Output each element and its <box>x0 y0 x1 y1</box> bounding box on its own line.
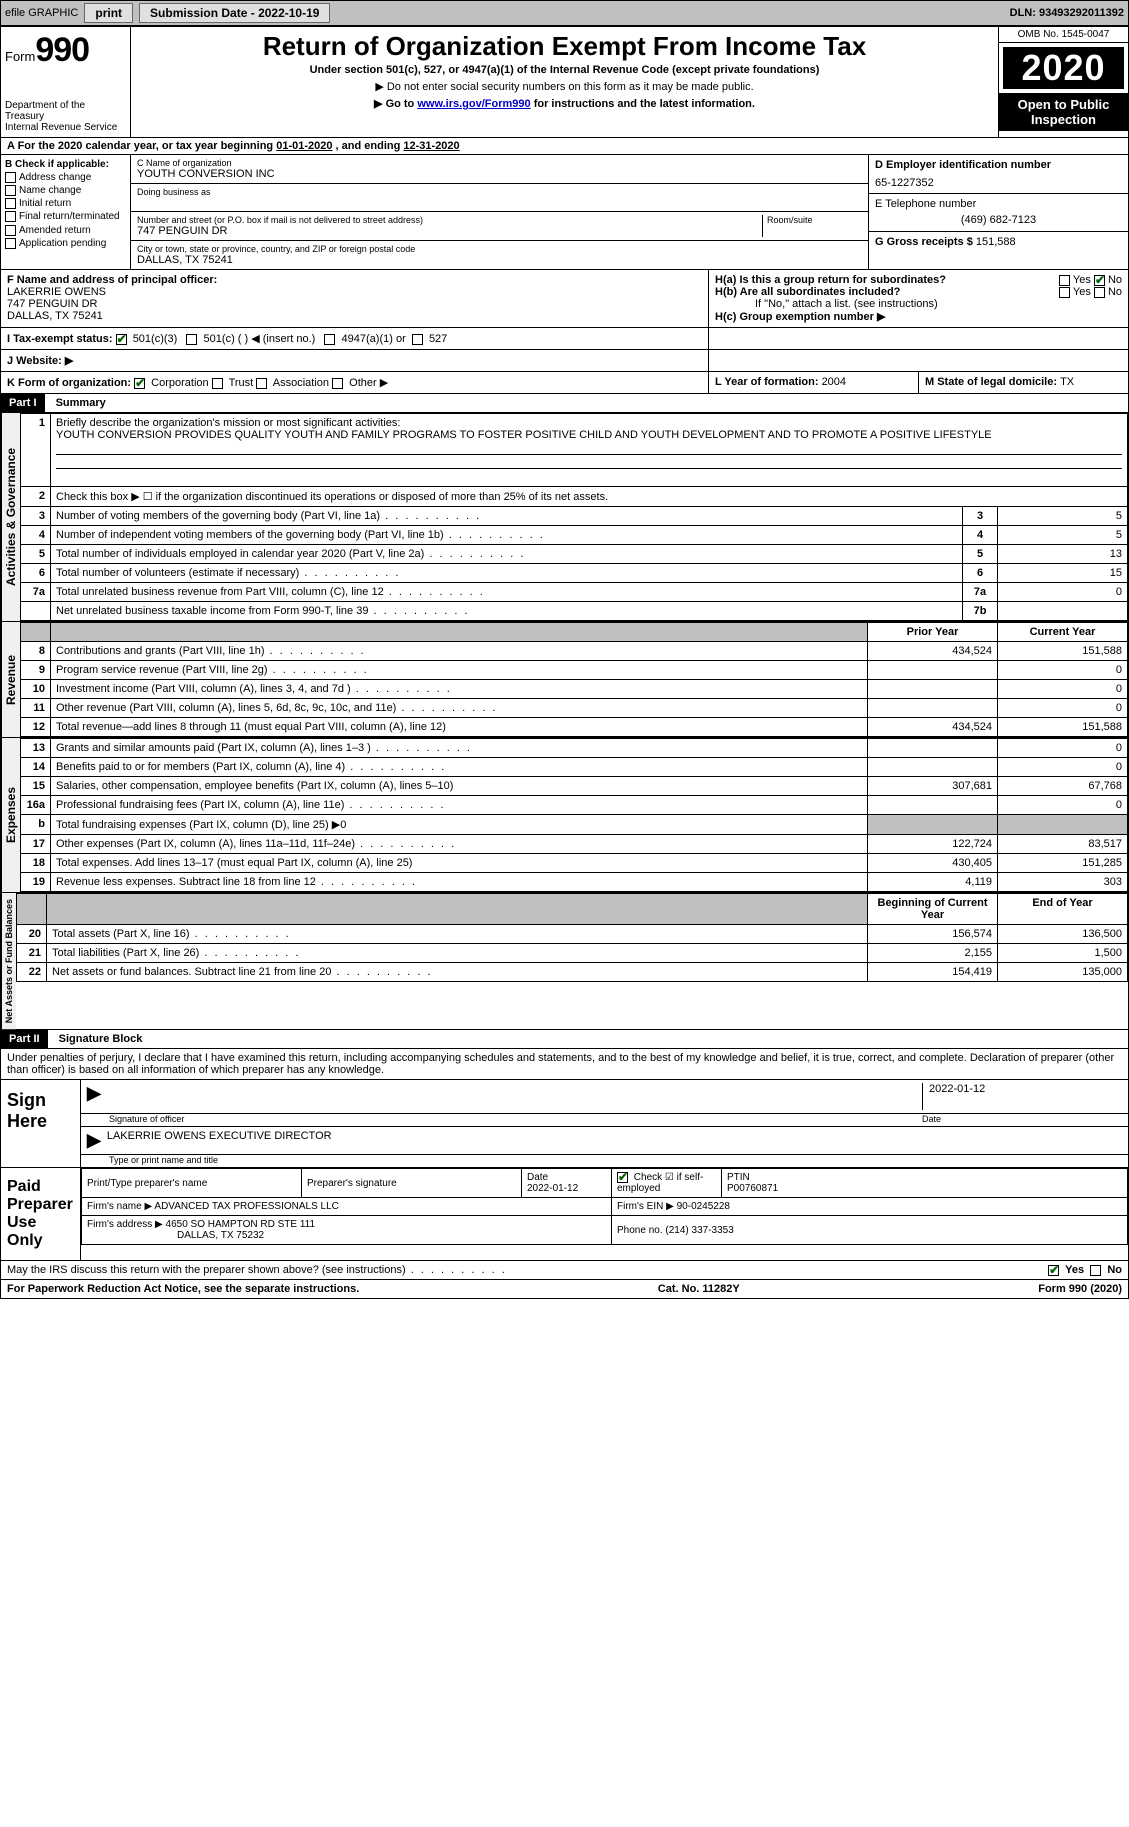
row-f-h: F Name and address of principal officer:… <box>0 270 1129 328</box>
governance-table: 1 Briefly describe the organization's mi… <box>20 413 1128 621</box>
cb-hb-yes[interactable] <box>1059 287 1070 298</box>
link-line: ▶ Go to www.irs.gov/Form990 for instruct… <box>141 97 988 110</box>
section-revenue: Revenue Prior YearCurrent Year 8Contribu… <box>0 622 1129 738</box>
expenses-table: 13Grants and similar amounts paid (Part … <box>20 738 1128 892</box>
officer-name: LAKERRIE OWENS <box>7 286 106 298</box>
officer-printed-name: LAKERRIE OWENS EXECUTIVE DIRECTOR <box>107 1130 332 1151</box>
side-netassets: Net Assets or Fund Balances <box>1 893 16 1029</box>
cb-527[interactable] <box>412 334 423 345</box>
part2-header: Part II Signature Block <box>0 1030 1129 1049</box>
preparer-phone: (214) 337-3353 <box>665 1225 733 1236</box>
sign-here-block: Sign Here ▶ 2022-01-12 Signature of offi… <box>0 1080 1129 1168</box>
cb-trust[interactable] <box>212 378 223 389</box>
cb-self-employed[interactable] <box>617 1172 628 1183</box>
cb-hb-no[interactable] <box>1094 287 1105 298</box>
cb-other[interactable] <box>332 378 343 389</box>
irs-link[interactable]: www.irs.gov/Form990 <box>417 98 530 110</box>
netassets-table: Beginning of Current YearEnd of Year 20T… <box>16 893 1128 982</box>
firm-address: 4650 SO HAMPTON RD STE 111 <box>166 1219 316 1230</box>
ptin: P00760871 <box>727 1183 778 1194</box>
omb-number: OMB No. 1545-0047 <box>999 27 1128 43</box>
cb-ha-yes[interactable] <box>1059 275 1070 286</box>
sig-date: 2022-01-12 <box>922 1083 1122 1110</box>
section-expenses: Expenses 13Grants and similar amounts pa… <box>0 738 1129 893</box>
cb-initial-return[interactable] <box>5 198 16 209</box>
print-button[interactable]: print <box>84 3 133 23</box>
part1-header: Part I Summary <box>0 394 1129 413</box>
form-version: Form 990 (2020) <box>1038 1283 1122 1295</box>
cb-address-change[interactable] <box>5 172 16 183</box>
submission-date-box: Submission Date - 2022-10-19 <box>139 3 330 23</box>
preparer-table: Print/Type preparer's name Preparer's si… <box>81 1168 1128 1245</box>
cb-name-change[interactable] <box>5 185 16 196</box>
paid-preparer-block: Paid Preparer Use Only Print/Type prepar… <box>0 1168 1129 1261</box>
perjury-declaration: Under penalties of perjury, I declare th… <box>0 1049 1129 1080</box>
box-c: C Name of organization YOUTH CONVERSION … <box>131 155 868 269</box>
open-inspection: Open to Public Inspection <box>999 93 1128 131</box>
entity-block: B Check if applicable: Address change Na… <box>0 155 1129 270</box>
header-mid: Return of Organization Exempt From Incom… <box>131 27 998 137</box>
cb-discuss-no[interactable] <box>1090 1265 1101 1276</box>
firm-ein: 90-0245228 <box>677 1201 730 1212</box>
ssn-note: ▶ Do not enter social security numbers o… <box>141 80 988 93</box>
paperwork-notice: For Paperwork Reduction Act Notice, see … <box>7 1283 359 1295</box>
cb-pending[interactable] <box>5 238 16 249</box>
ein: 65-1227352 <box>875 177 1122 189</box>
city-state-zip: DALLAS, TX 75241 <box>137 254 862 266</box>
dept-treasury: Department of the Treasury <box>5 100 126 122</box>
box-h: H(a) Is this a group return for subordin… <box>708 270 1128 327</box>
firm-name: ADVANCED TAX PROFESSIONALS LLC <box>154 1201 339 1212</box>
arrow-icon: ▶ <box>87 1083 101 1110</box>
mission-text: YOUTH CONVERSION PROVIDES QUALITY YOUTH … <box>56 429 992 441</box>
boxes-d-e-g: D Employer identification number 65-1227… <box>868 155 1128 269</box>
header-right: OMB No. 1545-0047 2020 Open to Public In… <box>998 27 1128 137</box>
cb-assoc[interactable] <box>256 378 267 389</box>
box-f: F Name and address of principal officer:… <box>1 270 708 327</box>
cb-ha-no[interactable] <box>1094 275 1105 286</box>
irs: Internal Revenue Service <box>5 122 126 133</box>
phone: (469) 682-7123 <box>875 214 1122 226</box>
form-subtitle: Under section 501(c), 527, or 4947(a)(1)… <box>141 64 988 76</box>
topbar: efile GRAPHIC print Submission Date - 20… <box>0 0 1129 26</box>
tax-year: 2020 <box>999 43 1128 93</box>
gross-receipts: 151,588 <box>976 236 1016 248</box>
domicile-state: TX <box>1060 376 1074 388</box>
cb-501c3[interactable] <box>116 334 127 345</box>
row-j: J Website: ▶ <box>0 350 1129 372</box>
form-number: Form990 <box>5 31 126 70</box>
section-governance: Activities & Governance 1 Briefly descri… <box>0 413 1129 622</box>
header-left: Form990 Department of the Treasury Inter… <box>1 27 131 137</box>
section-netassets: Net Assets or Fund Balances Beginning of… <box>0 893 1129 1030</box>
street-address: 747 PENGUIN DR <box>137 225 762 237</box>
dln: DLN: 93493292011392 <box>1010 7 1124 19</box>
side-expenses: Expenses <box>1 738 20 892</box>
cb-4947[interactable] <box>324 334 335 345</box>
cb-final-return[interactable] <box>5 211 16 222</box>
org-name: YOUTH CONVERSION INC <box>137 168 862 180</box>
sign-here-label: Sign Here <box>1 1080 81 1167</box>
revenue-table: Prior YearCurrent Year 8Contributions an… <box>20 622 1128 737</box>
form-title: Return of Organization Exempt From Incom… <box>141 31 988 62</box>
cb-corp[interactable] <box>134 378 145 389</box>
row-klm: K Form of organization: Corporation Trus… <box>0 372 1129 394</box>
row-i: I Tax-exempt status: 501(c)(3) 501(c) ( … <box>0 328 1129 350</box>
arrow-icon: ▶ <box>87 1130 101 1151</box>
paid-preparer-label: Paid Preparer Use Only <box>1 1168 81 1260</box>
side-revenue: Revenue <box>1 622 20 737</box>
cb-501c[interactable] <box>186 334 197 345</box>
discuss-row: May the IRS discuss this return with the… <box>0 1261 1129 1280</box>
tax-period: A For the 2020 calendar year, or tax yea… <box>0 138 1129 155</box>
year-formation: 2004 <box>822 376 846 388</box>
box-b: B Check if applicable: Address change Na… <box>1 155 131 269</box>
form-header: Form990 Department of the Treasury Inter… <box>0 26 1129 138</box>
catalog-number: Cat. No. 11282Y <box>658 1283 740 1295</box>
cb-discuss-yes[interactable] <box>1048 1265 1059 1276</box>
side-governance: Activities & Governance <box>1 413 20 621</box>
efile-label: efile GRAPHIC <box>5 7 78 19</box>
page-footer: For Paperwork Reduction Act Notice, see … <box>0 1280 1129 1299</box>
cb-amended[interactable] <box>5 225 16 236</box>
